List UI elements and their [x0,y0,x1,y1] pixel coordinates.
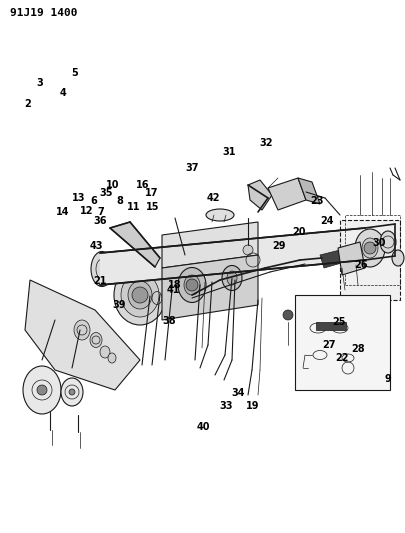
Polygon shape [320,248,352,268]
Ellipse shape [392,250,404,266]
Text: 13: 13 [72,193,86,203]
Text: 19: 19 [246,401,260,411]
Text: 91J19 1400: 91J19 1400 [10,8,77,18]
Circle shape [364,242,376,254]
Text: 24: 24 [320,216,334,226]
Text: 6: 6 [91,197,97,206]
Ellipse shape [100,346,110,358]
Polygon shape [248,180,272,210]
Text: 3: 3 [36,78,43,87]
Ellipse shape [114,265,166,325]
Text: 22: 22 [335,353,349,363]
Ellipse shape [90,333,102,348]
Text: 20: 20 [292,227,306,237]
Text: 10: 10 [106,181,119,190]
Text: 43: 43 [90,241,103,251]
Text: 4: 4 [60,88,66,98]
Text: 32: 32 [260,138,273,148]
Ellipse shape [178,268,206,303]
Polygon shape [162,255,258,320]
Ellipse shape [362,238,378,258]
Bar [345,215,400,285]
Text: 41: 41 [166,286,180,295]
Polygon shape [338,242,365,275]
Text: 30: 30 [372,238,386,247]
Text: 26: 26 [354,261,368,270]
Text: 33: 33 [219,401,233,411]
Text: 42: 42 [207,193,221,203]
Ellipse shape [91,252,113,287]
Text: 16: 16 [136,181,149,190]
Text: 14: 14 [56,207,70,217]
Text: 9: 9 [385,375,391,384]
Text: 35: 35 [99,188,113,198]
Bar [316,322,346,330]
Circle shape [69,389,75,395]
Text: 27: 27 [322,341,336,350]
Ellipse shape [128,281,152,309]
Text: 5: 5 [72,68,78,78]
Text: 23: 23 [310,197,324,206]
Bar [340,220,400,300]
Circle shape [37,385,47,395]
Text: 40: 40 [196,423,210,432]
Polygon shape [162,222,258,268]
Text: 31: 31 [222,147,236,157]
Polygon shape [25,280,140,390]
Polygon shape [110,222,160,267]
Text: 17: 17 [145,188,159,198]
Text: 2: 2 [24,99,31,109]
Circle shape [186,279,198,291]
Text: 12: 12 [80,206,94,215]
Ellipse shape [61,378,83,406]
Text: 8: 8 [116,197,123,206]
Polygon shape [100,228,365,285]
Ellipse shape [380,231,396,253]
Ellipse shape [222,265,242,290]
Text: 18: 18 [168,280,182,290]
Text: 34: 34 [231,389,245,398]
Ellipse shape [108,353,116,363]
Text: 37: 37 [185,163,199,173]
Text: 36: 36 [94,216,107,226]
Ellipse shape [121,273,159,317]
Ellipse shape [355,229,385,267]
Polygon shape [268,178,306,210]
Text: 39: 39 [113,300,126,310]
Circle shape [243,245,253,255]
Text: 11: 11 [127,202,141,212]
Circle shape [283,310,293,320]
Text: 21: 21 [94,277,107,286]
Ellipse shape [74,320,90,340]
Text: 29: 29 [272,241,286,251]
Polygon shape [298,178,320,204]
Text: 28: 28 [352,344,365,354]
Text: 15: 15 [146,202,160,212]
Bar [295,295,390,390]
Ellipse shape [184,275,200,295]
Text: 25: 25 [333,318,346,327]
Text: 38: 38 [162,316,176,326]
Ellipse shape [206,209,234,221]
Text: 7: 7 [97,207,104,217]
Circle shape [132,287,148,303]
Ellipse shape [227,271,237,285]
Ellipse shape [23,366,61,414]
